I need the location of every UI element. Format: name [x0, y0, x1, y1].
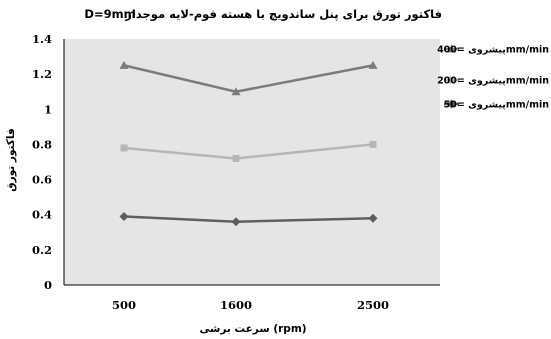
data-point [231, 217, 241, 227]
y-tick-label: 0.8 [32, 137, 52, 151]
x-tick-label: 2500 [357, 298, 389, 312]
x-axis-label: سرعت برشی (rpm) [199, 323, 306, 335]
y-tick-label: 0.6 [32, 173, 52, 187]
legend-label: پیشروی =50mm/min [444, 100, 550, 111]
data-point [368, 60, 378, 69]
y-tick-label: 0 [44, 278, 52, 292]
y-axis-label: فاکتور تورق [5, 128, 17, 192]
x-tick-label: 500 [112, 298, 136, 312]
chart-subtitle: D=9mm [84, 7, 135, 21]
legend-label: پیشروی =400mm/min [437, 45, 549, 56]
y-tick-label: 0.4 [32, 208, 52, 222]
legend: پیشروی =400mm/min پیشروی =200mm/min پیشروی… [437, 44, 550, 111]
y-ticks: 0 0.2 0.4 0.6 0.8 1 1.2 1.4 [32, 32, 52, 292]
x-ticks: 500 1600 2500 [112, 298, 389, 312]
y-tick-label: 1 [44, 102, 52, 116]
data-point [231, 87, 241, 96]
plot-area [64, 39, 440, 285]
data-point [119, 60, 129, 69]
data-point [232, 154, 240, 162]
legend-swatch-marker [447, 99, 456, 109]
data-point [119, 211, 129, 221]
legend-label: پیشروی =200mm/min [437, 76, 549, 87]
data-point [120, 144, 128, 152]
legend-swatch-marker [447, 44, 456, 53]
legend-swatch-marker [448, 76, 455, 84]
series-layer [119, 60, 378, 227]
data-point [369, 140, 377, 148]
y-tick-label: 1.2 [32, 67, 52, 81]
data-point [368, 213, 378, 223]
y-tick-label: 0.2 [32, 243, 52, 257]
chart-title: فاکتور تورق برای پنل ساندویچ با هسته فوم… [124, 7, 442, 22]
y-tick-label: 1.4 [32, 32, 52, 46]
x-tick-label: 1600 [220, 298, 252, 312]
